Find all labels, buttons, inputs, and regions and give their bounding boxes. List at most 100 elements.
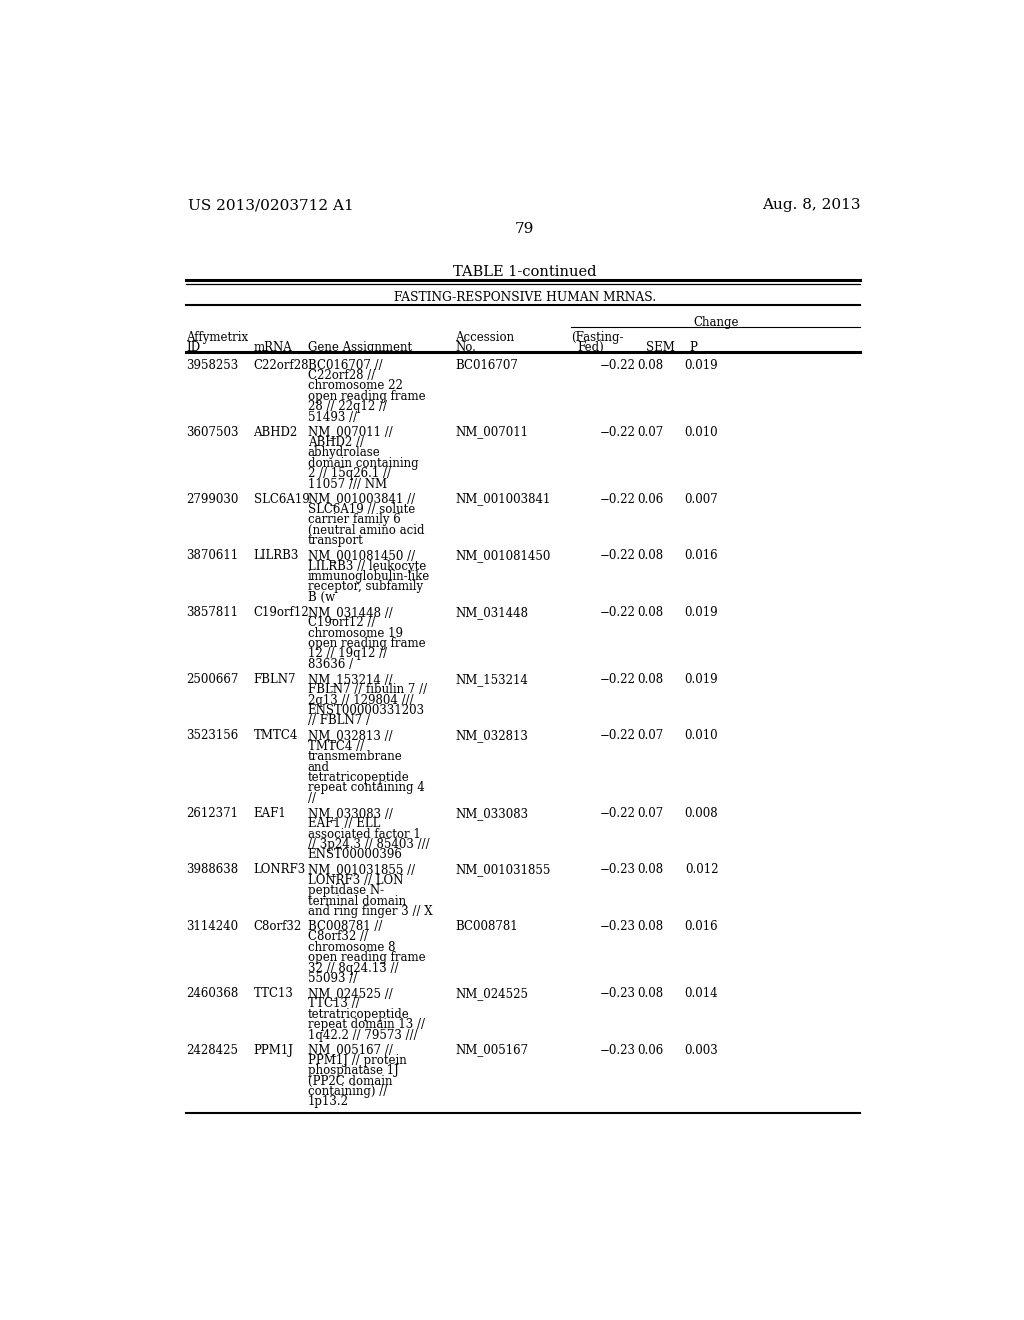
Text: NM_005167 //: NM_005167 // <box>308 1044 392 1056</box>
Text: 0.014: 0.014 <box>685 987 718 1001</box>
Text: 55093 //: 55093 // <box>308 972 357 985</box>
Text: TMTC4 //: TMTC4 // <box>308 739 364 752</box>
Text: // 3p24.3 // 85403 ///: // 3p24.3 // 85403 /// <box>308 838 429 851</box>
Text: 0.07: 0.07 <box>637 425 664 438</box>
Text: SEM: SEM <box>646 342 675 354</box>
Text: 2799030: 2799030 <box>186 492 239 506</box>
Text: 3114240: 3114240 <box>186 920 239 933</box>
Text: 51493 //: 51493 // <box>308 411 357 424</box>
Text: NM_024525 //: NM_024525 // <box>308 987 392 1001</box>
Text: B (w: B (w <box>308 591 335 603</box>
Text: 0.06: 0.06 <box>637 1044 664 1056</box>
Text: 0.08: 0.08 <box>637 987 664 1001</box>
Text: // FBLN7 /: // FBLN7 / <box>308 714 370 727</box>
Text: −0.23: −0.23 <box>600 987 636 1001</box>
Text: 0.08: 0.08 <box>637 673 664 686</box>
Text: PPM1J // protein: PPM1J // protein <box>308 1053 407 1067</box>
Text: 12 // 19q12 //: 12 // 19q12 // <box>308 647 387 660</box>
Text: NM_031448: NM_031448 <box>455 606 528 619</box>
Text: LILRB3 // leukocyte: LILRB3 // leukocyte <box>308 560 426 573</box>
Text: 2500667: 2500667 <box>186 673 239 686</box>
Text: phosphatase 1J: phosphatase 1J <box>308 1064 398 1077</box>
Text: NM_001003841 //: NM_001003841 // <box>308 492 415 506</box>
Text: −0.22: −0.22 <box>600 359 636 372</box>
Text: 2 // 15q26.1 //: 2 // 15q26.1 // <box>308 467 391 480</box>
Text: 3870611: 3870611 <box>186 549 239 562</box>
Text: repeat containing 4: repeat containing 4 <box>308 781 425 795</box>
Text: transport: transport <box>308 535 364 548</box>
Text: 0.019: 0.019 <box>685 359 718 372</box>
Text: NM_032813 //: NM_032813 // <box>308 730 392 742</box>
Text: (PP2C domain: (PP2C domain <box>308 1074 392 1088</box>
Text: 1q42.2 // 79573 ///: 1q42.2 // 79573 /// <box>308 1028 418 1041</box>
Text: and: and <box>308 760 330 774</box>
Text: −0.22: −0.22 <box>600 425 636 438</box>
Text: Fed): Fed) <box>578 342 604 354</box>
Text: 0.007: 0.007 <box>685 492 719 506</box>
Text: −0.22: −0.22 <box>600 730 636 742</box>
Text: 0.07: 0.07 <box>637 730 664 742</box>
Text: C22orf28 //: C22orf28 // <box>308 370 375 381</box>
Text: transmembrane: transmembrane <box>308 750 402 763</box>
Text: 1p13.2: 1p13.2 <box>308 1096 349 1109</box>
Text: 0.010: 0.010 <box>685 425 718 438</box>
Text: US 2013/0203712 A1: US 2013/0203712 A1 <box>188 198 354 213</box>
Text: 79: 79 <box>515 222 535 235</box>
Text: NM_024525: NM_024525 <box>455 987 528 1001</box>
Text: 0.016: 0.016 <box>685 920 718 933</box>
Text: NM_001003841: NM_001003841 <box>455 492 551 506</box>
Text: associated factor 1: associated factor 1 <box>308 828 421 841</box>
Text: 83636 /: 83636 / <box>308 657 353 671</box>
Text: 3857811: 3857811 <box>186 606 239 619</box>
Text: −0.23: −0.23 <box>600 920 636 933</box>
Text: −0.22: −0.22 <box>600 807 636 820</box>
Text: TMTC4: TMTC4 <box>254 730 298 742</box>
Text: ENST00000331203: ENST00000331203 <box>308 704 425 717</box>
Text: Aug. 8, 2013: Aug. 8, 2013 <box>762 198 860 213</box>
Text: 0.08: 0.08 <box>637 549 664 562</box>
Text: 0.012: 0.012 <box>685 863 718 876</box>
Text: C19orf12 //: C19orf12 // <box>308 616 375 630</box>
Text: P: P <box>689 342 697 354</box>
Text: NM_153214: NM_153214 <box>455 673 528 686</box>
Text: C8orf32 //: C8orf32 // <box>308 931 368 944</box>
Text: TTC13: TTC13 <box>254 987 294 1001</box>
Text: NM_001081450: NM_001081450 <box>455 549 551 562</box>
Text: (neutral amino acid: (neutral amino acid <box>308 524 424 537</box>
Text: ID: ID <box>186 342 201 354</box>
Text: −0.22: −0.22 <box>600 606 636 619</box>
Text: NM_007011: NM_007011 <box>455 425 528 438</box>
Text: NM_031448 //: NM_031448 // <box>308 606 392 619</box>
Text: 3988638: 3988638 <box>186 863 239 876</box>
Text: LILRB3: LILRB3 <box>254 549 299 562</box>
Text: 0.08: 0.08 <box>637 359 664 372</box>
Text: 0.019: 0.019 <box>685 673 718 686</box>
Text: 0.003: 0.003 <box>685 1044 719 1056</box>
Text: FBLN7 // fibulin 7 //: FBLN7 // fibulin 7 // <box>308 684 427 696</box>
Text: open reading frame: open reading frame <box>308 638 425 649</box>
Text: 28 // 22q12 //: 28 // 22q12 // <box>308 400 387 413</box>
Text: open reading frame: open reading frame <box>308 389 425 403</box>
Text: SLC6A19: SLC6A19 <box>254 492 309 506</box>
Text: tetratricopeptide: tetratricopeptide <box>308 771 410 784</box>
Text: chromosome 22: chromosome 22 <box>308 379 402 392</box>
Text: −0.22: −0.22 <box>600 492 636 506</box>
Text: FBLN7: FBLN7 <box>254 673 296 686</box>
Text: 0.07: 0.07 <box>637 807 664 820</box>
Text: C8orf32: C8orf32 <box>254 920 302 933</box>
Text: 3958253: 3958253 <box>186 359 239 372</box>
Text: ABHD2 //: ABHD2 // <box>308 436 364 449</box>
Text: peptidase N-: peptidase N- <box>308 884 384 898</box>
Text: chromosome 8: chromosome 8 <box>308 941 395 954</box>
Text: containing) //: containing) // <box>308 1085 387 1098</box>
Text: abhydrolase: abhydrolase <box>308 446 381 459</box>
Text: domain containing: domain containing <box>308 457 419 470</box>
Text: NM_001031855 //: NM_001031855 // <box>308 863 415 876</box>
Text: No.: No. <box>455 342 476 354</box>
Text: ENST00000396: ENST00000396 <box>308 849 402 862</box>
Text: 3607503: 3607503 <box>186 425 239 438</box>
Text: terminal domain: terminal domain <box>308 895 406 908</box>
Text: chromosome 19: chromosome 19 <box>308 627 402 640</box>
Text: 0.010: 0.010 <box>685 730 718 742</box>
Text: BC016707 //: BC016707 // <box>308 359 382 372</box>
